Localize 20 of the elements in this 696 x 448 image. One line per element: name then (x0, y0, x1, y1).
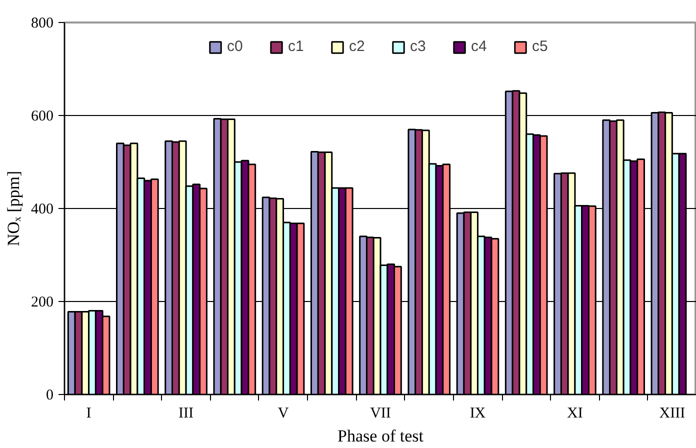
x-tick-label: V (278, 406, 289, 422)
y-tick-label: 0 (46, 388, 54, 404)
x-tick-label: IX (470, 406, 486, 422)
y-axis-title: NOₓ [ppm] (4, 170, 23, 246)
x-tick-label: VII (370, 406, 391, 422)
x-tick-label: III (178, 406, 194, 422)
legend-label: c0 (227, 38, 244, 55)
x-tick-label: I (86, 406, 92, 422)
x-tick-label: XIII (659, 406, 686, 422)
y-tick-label: 600 (31, 108, 54, 124)
y-tick-label: 400 (31, 202, 54, 218)
legend-label: c2 (349, 38, 366, 55)
legend-label: c3 (410, 38, 427, 55)
legend-label: c5 (532, 38, 549, 55)
x-axis-title: Phase of test (338, 426, 424, 446)
y-tick-label: 800 (31, 16, 54, 32)
legend-label: c1 (288, 38, 305, 55)
x-tick-label: XI (567, 406, 583, 422)
legend-label: c4 (471, 38, 488, 55)
y-tick-label: 200 (31, 294, 54, 310)
